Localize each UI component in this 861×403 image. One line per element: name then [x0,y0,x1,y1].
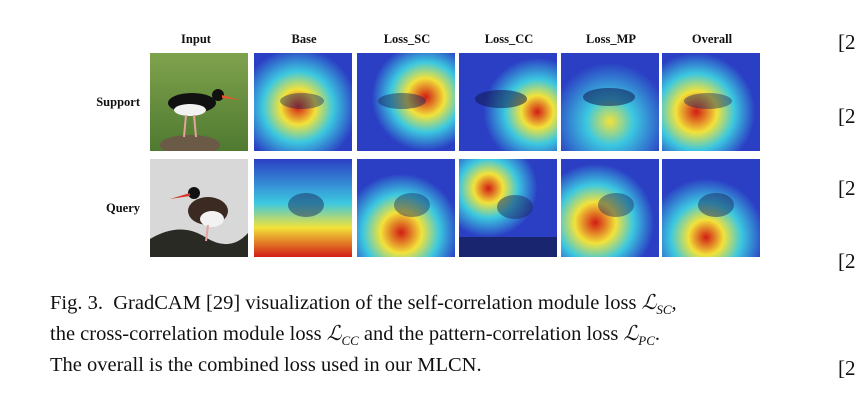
column-header-base: Base [291,32,317,46]
support-input-image [150,53,248,151]
query-input-image [150,159,248,257]
caption-text-1a: GradCAM [29] visualization of the self-c… [113,292,642,314]
support-loss-cc-heatmap [459,53,557,151]
caption-text-2a: the cross-correlation module loss [50,323,327,346]
column-header-loss-sc: Loss_SC [383,32,431,46]
support-loss-mp-heatmap [561,53,659,151]
support-overall-heatmap [662,53,760,151]
reference-marker: [2 [838,356,856,380]
caption-text-2b: and the pattern-correlation loss [358,323,624,346]
query-overall-heatmap [662,159,760,257]
support-base-heatmap [254,53,352,151]
reference-marker: [2 [838,176,856,200]
reference-marker: [2 [838,104,856,128]
column-header-loss-mp: Loss_MP [586,32,636,46]
loss-subscript-pc: PC [638,333,655,349]
query-loss-cc-heatmap [459,159,557,257]
loss-subscript-cc: CC [341,333,359,349]
figure-caption: Fig. 3. GradCAM [29] visualization of th… [50,291,820,377]
reference-marker: [2 [838,249,856,273]
column-header-overall: Overall [691,32,733,46]
query-loss-sc-heatmap [357,159,455,257]
column-header-loss-cc: Loss_CC [484,32,534,46]
query-base-heatmap [254,159,352,257]
caption-line-1: Fig. 3. GradCAM [29] visualization of th… [50,291,820,322]
caption-text-1b: , [671,292,677,314]
reference-marker: [2 [838,30,856,54]
caption-label: Fig. 3. [50,292,103,314]
row-label-query: Query [105,201,140,215]
loss-symbol-pc: ℒPC [623,323,655,349]
caption-line-2: the cross-correlation module loss ℒCC an… [50,322,820,353]
row-label-support: Support [96,95,140,109]
query-loss-mp-heatmap [561,159,659,257]
loss-symbol-cc: ℒCC [326,323,359,349]
support-loss-sc-heatmap [357,53,455,151]
caption-text-2c: . [654,323,661,346]
loss-subscript-sc: SC [656,302,672,318]
loss-symbol-sc: ℒSC [641,292,672,318]
column-header-input: Input [181,32,211,46]
caption-line-3: The overall is the combined loss used in… [50,354,482,377]
